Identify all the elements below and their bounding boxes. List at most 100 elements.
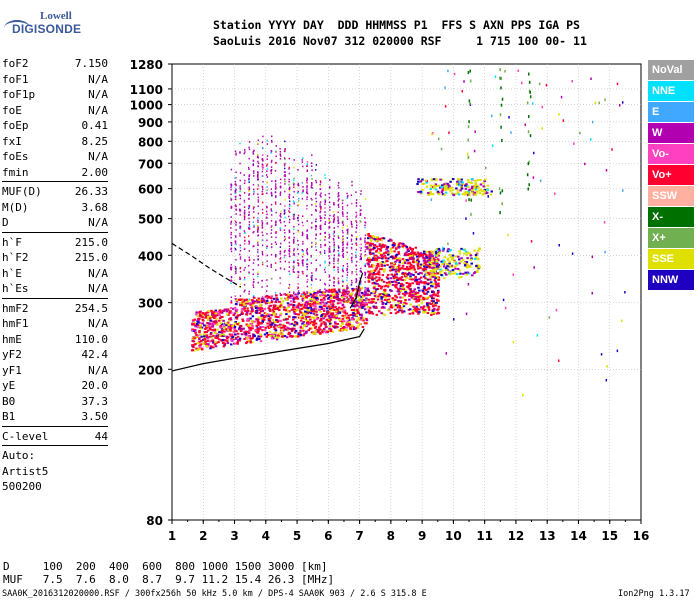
echo-point [261, 163, 263, 166]
echo-point [279, 153, 282, 155]
echo-point [460, 276, 463, 279]
echo-point [430, 257, 434, 260]
echo-point [355, 251, 357, 254]
echo-point [571, 252, 574, 255]
echo-point [433, 274, 437, 277]
echo-point [401, 264, 405, 267]
echo-point [346, 271, 349, 274]
echo-point [584, 162, 586, 166]
echo-point [206, 337, 210, 340]
echo-point [371, 278, 374, 281]
echo-point [275, 269, 277, 271]
echo-point [257, 224, 259, 227]
echo-point [342, 213, 344, 215]
echo-point [350, 238, 353, 241]
echo-point [306, 300, 309, 303]
echo-point [216, 328, 219, 331]
echo-point [274, 232, 277, 234]
echo-point [239, 194, 241, 196]
echo-point [374, 296, 378, 299]
echo-point [453, 260, 456, 263]
echo-point [239, 209, 241, 211]
echo-point [315, 296, 319, 299]
echo-point [259, 303, 263, 306]
echo-point [403, 261, 407, 264]
echo-point [270, 220, 273, 222]
echo-point [288, 236, 290, 239]
echo-point [248, 188, 251, 191]
echo-point [218, 314, 221, 317]
echo-point [314, 307, 318, 310]
echo-point [337, 218, 340, 220]
echo-point [437, 278, 441, 281]
echo-point [410, 256, 414, 259]
echo-point [258, 299, 262, 302]
echo-point [271, 309, 275, 312]
echo-point [451, 257, 455, 260]
echo-point [377, 271, 381, 274]
echo-point [242, 299, 245, 302]
echo-point [213, 329, 217, 332]
echo-point [324, 295, 328, 298]
echo-point [328, 186, 331, 188]
echo-point [412, 309, 415, 312]
echo-point [288, 215, 290, 218]
echo-point [406, 285, 409, 288]
echo-point [257, 185, 260, 187]
echo-point [447, 242, 449, 246]
echo-point [230, 267, 232, 270]
param-value: 44 [94, 429, 108, 443]
echo-point [289, 186, 291, 189]
echo-point [428, 261, 431, 264]
echo-point [251, 299, 254, 302]
echo-point [357, 316, 360, 319]
echo-point [306, 229, 309, 231]
echo-point [234, 309, 238, 312]
echo-point [257, 234, 260, 237]
echo-point [288, 210, 290, 212]
echo-point [328, 316, 332, 319]
echo-point [432, 186, 436, 189]
echo-point [345, 321, 348, 324]
echo-point [270, 151, 272, 154]
echo-point [293, 186, 295, 189]
echo-point [375, 236, 379, 239]
echo-point [426, 264, 430, 267]
echo-point [239, 172, 242, 174]
echo-point [208, 317, 212, 320]
echo-point [201, 313, 205, 316]
echo-point [404, 291, 407, 294]
echo-point [432, 312, 436, 315]
echo-point [302, 189, 304, 192]
echo-point [364, 250, 366, 253]
echo-point [264, 295, 268, 298]
echo-point [284, 318, 288, 321]
echo-point [474, 188, 478, 191]
echo-point [337, 298, 339, 300]
echo-point [206, 322, 209, 325]
echo-point [430, 311, 434, 314]
echo-point [286, 318, 289, 321]
echo-point [275, 155, 277, 158]
echo-point [263, 333, 267, 336]
echo-point [323, 303, 327, 306]
echo-point [388, 238, 392, 241]
echo-point [234, 322, 237, 325]
echo-point [312, 304, 315, 307]
echo-point [389, 269, 392, 272]
echo-point [221, 338, 225, 341]
echo-point [319, 215, 321, 217]
echo-point [319, 251, 322, 253]
echo-point [280, 297, 283, 300]
echo-point [501, 189, 504, 193]
echo-point [464, 193, 467, 196]
echo-point [359, 288, 362, 291]
echo-point [261, 222, 264, 225]
echo-point [408, 284, 412, 287]
echo-point [235, 270, 237, 273]
echo-point [410, 278, 413, 281]
echo-point [366, 287, 370, 290]
echo-point [373, 292, 376, 295]
echo-point [466, 265, 469, 268]
echo-point [302, 186, 304, 188]
